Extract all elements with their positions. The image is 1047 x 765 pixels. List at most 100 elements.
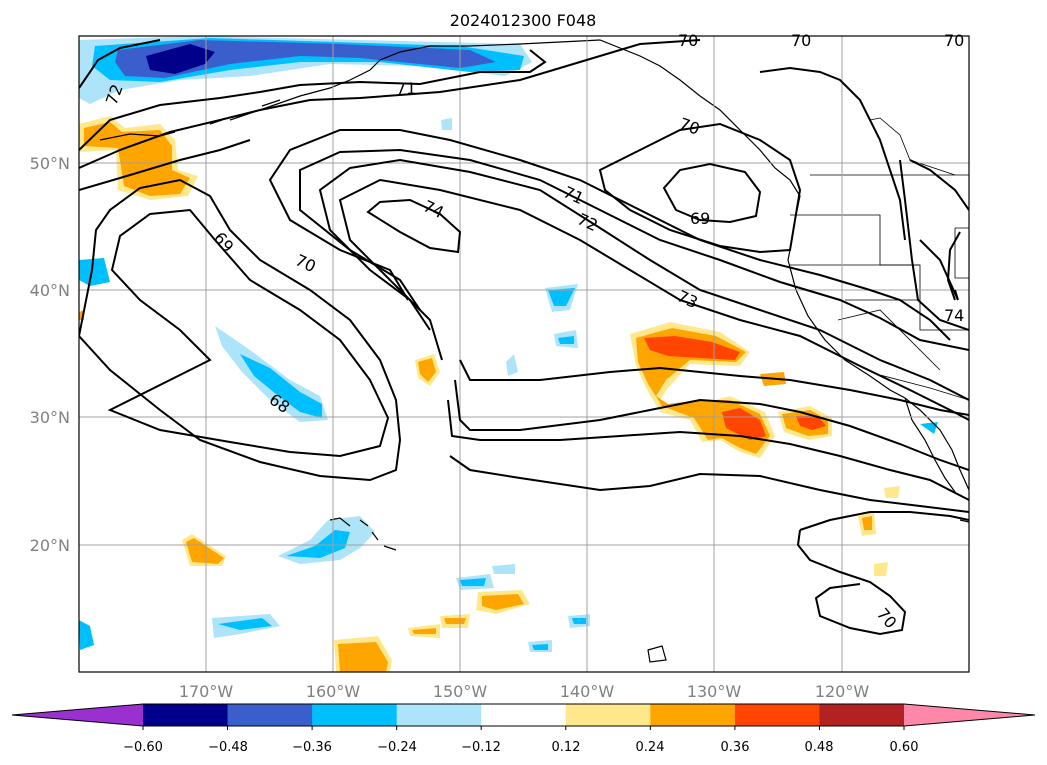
colorbar-tick-label: 0.36 (721, 740, 750, 755)
contour-line (899, 159, 969, 331)
colorbar-tick-label: 0.48 (805, 740, 834, 755)
coastline-fragment (959, 519, 969, 523)
colorbar-tick-label: −0.12 (461, 740, 501, 755)
contour-line (447, 399, 969, 501)
map-frame (78, 35, 970, 673)
colorbar-tick-label: −0.60 (123, 740, 163, 755)
contour-line (759, 66, 906, 241)
contour-line (79, 39, 701, 169)
contour-line (79, 39, 161, 89)
anomaly-region-hawaii (286, 530, 350, 558)
colorbar-tick-labels: −0.60 −0.48 −0.36 −0.24 −0.12 0.12 0.24 … (123, 740, 918, 755)
contour-line (366, 198, 462, 254)
colorbar-segment (396, 704, 482, 726)
colorbar-tick-label: 0.24 (636, 740, 665, 755)
coastline-north-america (229, 39, 969, 491)
anomaly-region-small (920, 422, 938, 434)
border-canada (869, 117, 956, 176)
contour-line (299, 148, 969, 351)
latitude-labels: 50°N 40°N 30°N 20°N (30, 154, 70, 555)
colorbar-tick-label: −0.36 (292, 740, 332, 755)
colorbar-tick-label: −0.24 (377, 740, 417, 755)
colorbar-segments (11, 703, 1036, 730)
lon-label: 140°W (560, 682, 615, 701)
contour-line (454, 379, 969, 471)
contour-line (268, 129, 951, 341)
lat-label: 40°N (30, 281, 70, 300)
height-contours (79, 39, 969, 636)
map-background (79, 36, 969, 672)
colorbar-segment (565, 704, 651, 726)
lon-label: 130°W (687, 682, 742, 701)
contour-label: 70 (944, 31, 964, 50)
colorbar-segment (312, 704, 398, 726)
anomaly-region-east-core (796, 416, 826, 430)
anomaly-region-small (548, 288, 575, 306)
anomaly-region-small (444, 618, 466, 624)
anomaly-region-north-core (146, 44, 215, 74)
anomaly-region-small (460, 578, 486, 586)
colorbar-extend-max (904, 704, 1035, 726)
anomaly-region-small (412, 628, 436, 634)
contour-line (79, 139, 251, 191)
anomaly-region-small (558, 336, 574, 344)
anomaly-region-small (218, 618, 272, 630)
colorbar-tick-label: 0.60 (890, 740, 919, 755)
lon-label: 170°W (179, 682, 234, 701)
contour-label: 74 (944, 306, 964, 325)
anomaly-region-small (492, 564, 515, 574)
colorbar-segment (227, 704, 313, 726)
lat-label: 30°N (30, 408, 70, 427)
lon-label: 150°W (433, 682, 488, 701)
contour-line (107, 208, 390, 458)
colorbar-segment (143, 704, 229, 726)
contour-line (459, 359, 969, 416)
anomaly-region-small (418, 358, 436, 382)
anomaly-region-small (79, 258, 110, 286)
contour-line (662, 162, 762, 224)
contour-line (318, 158, 969, 401)
border-states (954, 227, 969, 279)
colorbar-segment (734, 704, 820, 726)
border-states (837, 299, 941, 371)
anomaly-region-small (441, 118, 452, 130)
political-borders (790, 117, 969, 401)
contour-label: 71 (396, 79, 416, 98)
lat-label: 20°N (30, 536, 70, 555)
anomaly-region-north (115, 40, 496, 78)
anomaly-region-small (874, 562, 888, 576)
anomaly-region-west (84, 122, 190, 196)
colorbar-segment (650, 704, 736, 726)
colorbar: −0.60 −0.48 −0.36 −0.24 −0.12 0.12 0.24 … (11, 703, 1036, 755)
contour-line (946, 231, 961, 301)
anomaly-region-small (572, 618, 586, 624)
contour-line (796, 529, 907, 636)
anomaly-region-small (506, 354, 518, 376)
anomaly-region-small (532, 644, 548, 650)
colorbar-segment (481, 704, 567, 726)
anomaly-region-small (79, 620, 94, 650)
contour-line (799, 511, 969, 531)
anomaly-region-east-core (644, 336, 740, 360)
map-title: 2024012300 F048 (450, 11, 597, 30)
anomaly-region-small (862, 516, 872, 530)
anomaly-region-small (338, 642, 388, 672)
anomaly-region-band (240, 354, 322, 418)
contour-label: 70 (791, 31, 811, 50)
coastline-island (647, 645, 667, 663)
coastline-aleutians (99, 131, 176, 141)
colorbar-extend-min (12, 704, 143, 726)
contour-label: 69 (690, 209, 710, 228)
map-plot-area (79, 36, 969, 672)
lon-label: 160°W (306, 682, 361, 701)
anomaly-region-small (482, 594, 524, 610)
longitude-labels: 170°W 160°W 150°W 140°W 130°W 120°W (179, 682, 870, 701)
border-us-mexico (879, 374, 969, 401)
contour-line (79, 178, 402, 482)
colorbar-tick-label: −0.48 (208, 740, 248, 755)
contour-line (338, 178, 969, 421)
anomaly-region-east-core (722, 408, 766, 440)
contour-line (79, 49, 547, 151)
contour-line (598, 122, 802, 254)
